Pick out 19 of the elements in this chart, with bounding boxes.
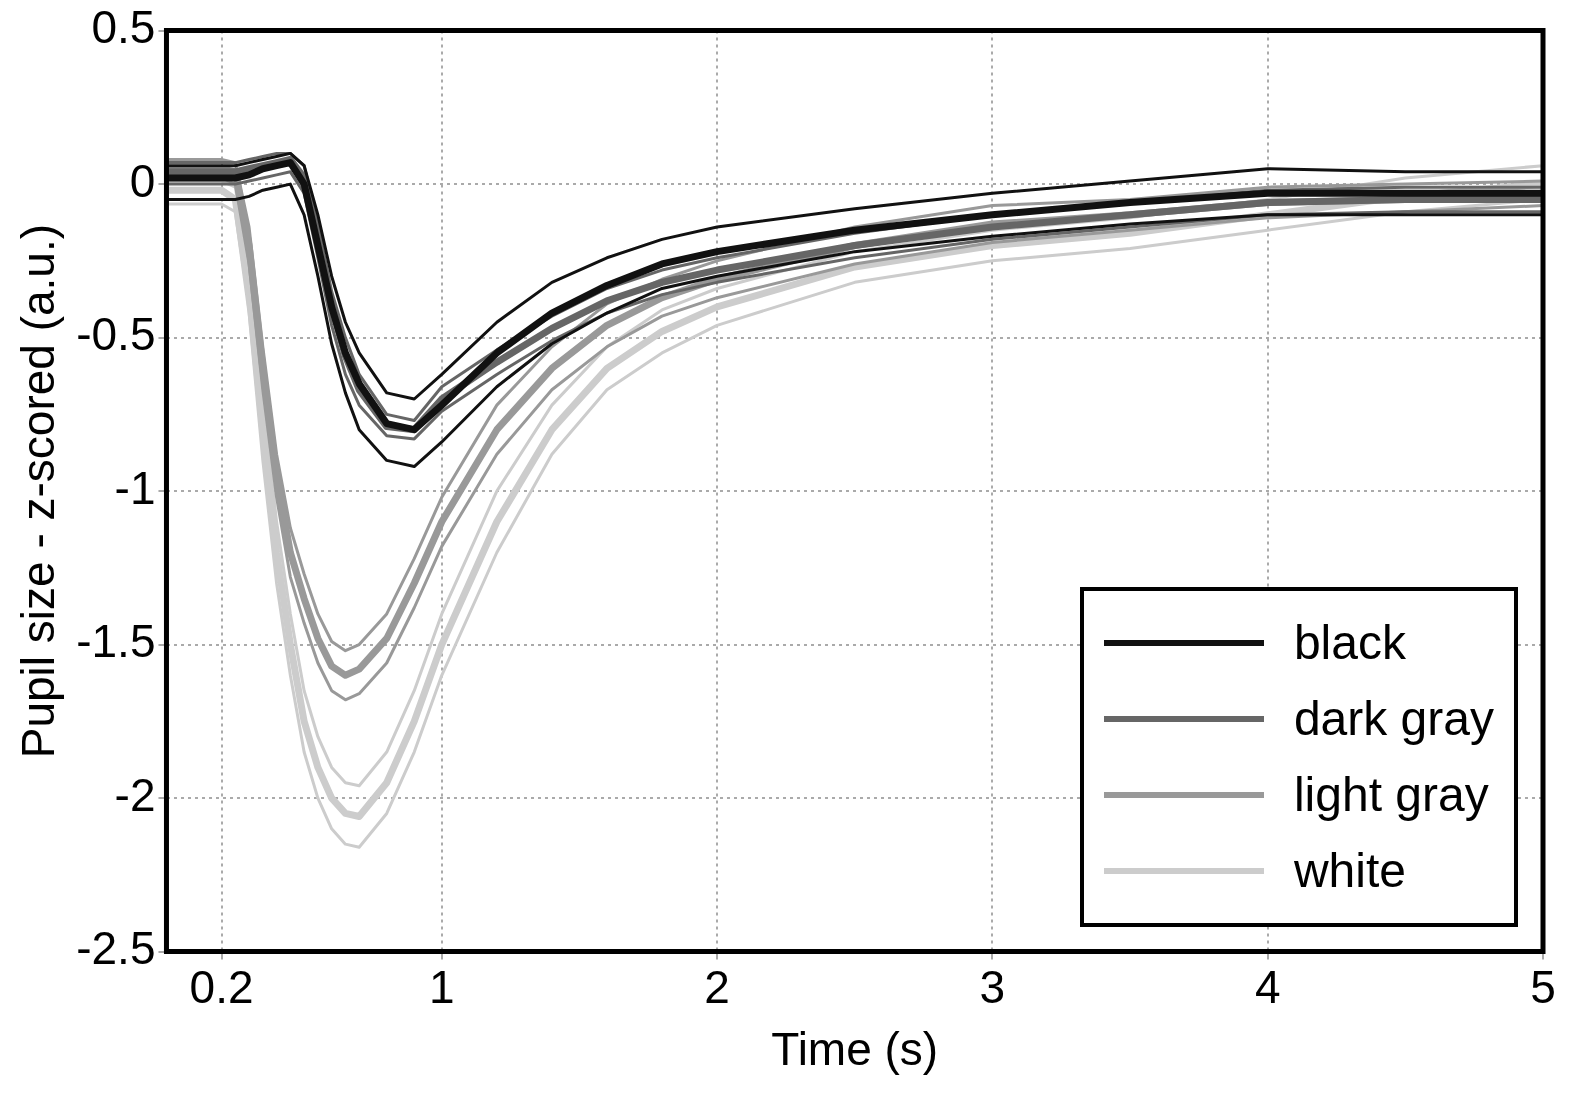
x-tick-label: 2	[704, 960, 730, 1013]
y-tick-label: 0.5	[91, 1, 156, 54]
x-tick-label: 3	[979, 960, 1006, 1013]
y-tick-label: 0	[129, 154, 156, 207]
legend-label: dark gray	[1293, 691, 1494, 747]
y-axis-title: Pupil size - z-scored (a.u.)	[12, 223, 65, 759]
y-tick-label: -2.5	[76, 922, 156, 975]
y-tick-label: -2	[114, 768, 156, 821]
y-tick-label: -1.5	[76, 615, 156, 668]
legend-label: white	[1293, 843, 1406, 899]
y-tick-label: -1	[114, 461, 156, 514]
x-tick-label: 1	[428, 960, 455, 1013]
x-axis-title: Time (s)	[771, 1023, 939, 1076]
y-tick-label: -0.5	[76, 308, 156, 361]
legend-label: black	[1293, 615, 1406, 671]
x-tick-label: 4	[1254, 960, 1281, 1013]
legend-label: light gray	[1293, 767, 1489, 823]
x-tick-label: 5	[1530, 960, 1556, 1013]
x-tick-label: 0.2	[189, 960, 254, 1013]
